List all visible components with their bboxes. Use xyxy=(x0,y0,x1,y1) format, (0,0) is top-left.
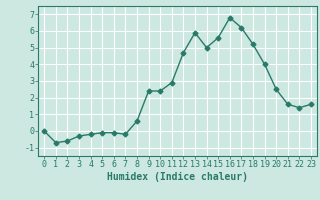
X-axis label: Humidex (Indice chaleur): Humidex (Indice chaleur) xyxy=(107,172,248,182)
